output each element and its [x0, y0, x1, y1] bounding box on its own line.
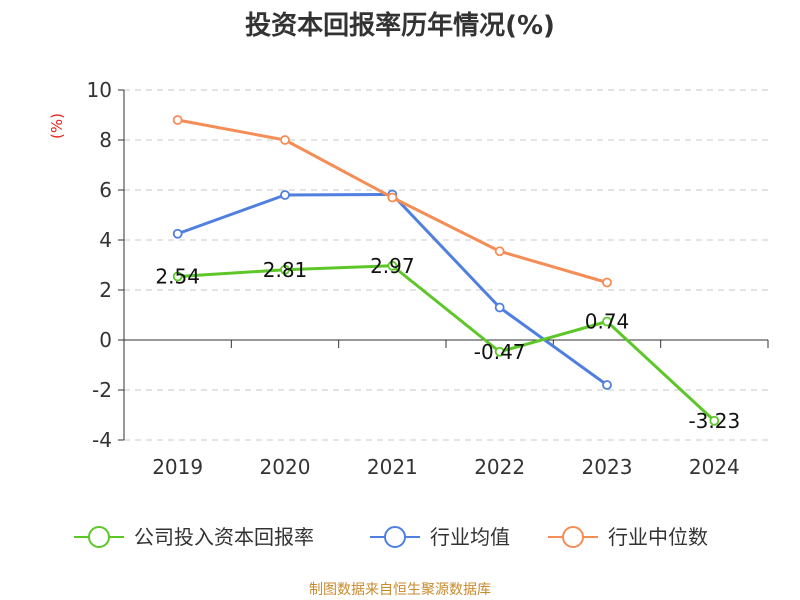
data-point: [387, 192, 398, 203]
data-point: [494, 246, 505, 257]
x-tick-labels: 2019 2020 2021 2022 2023 2024: [152, 455, 740, 479]
data-point: [709, 415, 720, 426]
data-label: 2.54: [155, 265, 200, 289]
y-tick-label: 10: [87, 78, 112, 102]
axes: [118, 89, 769, 441]
x-tick-label: 2021: [367, 455, 418, 479]
data-label: -0.47: [474, 340, 526, 364]
data-point: [172, 271, 183, 282]
data-point: [280, 135, 290, 145]
data-point: [387, 260, 398, 271]
data-label: 2.81: [263, 258, 308, 282]
y-tick-label: -2: [92, 378, 112, 402]
y-tick-label: -4: [92, 428, 112, 452]
y-axis-unit-label: (%): [48, 113, 66, 139]
chart-title: 投资本回报率历年情况(%): [245, 10, 555, 41]
data-label: -3.23: [688, 409, 740, 433]
data-point: [280, 190, 290, 200]
legend-marker: [88, 526, 110, 548]
source-note: 制图数据来自恒生聚源数据库: [309, 582, 491, 598]
data-point: [602, 316, 612, 327]
x-tick-label: 2024: [689, 455, 740, 479]
data-label: 2.97: [370, 254, 415, 278]
x-tick-label: 2023: [582, 455, 633, 479]
y-tick-label: 2: [99, 278, 112, 302]
x-tick-label: 2020: [260, 455, 311, 479]
legend-marker: [562, 526, 584, 548]
grid-lines: [124, 89, 768, 441]
legend-label: 公司投入资本回报率: [134, 525, 314, 549]
y-tick-label: 4: [99, 228, 112, 252]
data-point: [602, 277, 612, 288]
x-tick-label: 2019: [152, 455, 203, 479]
y-tick-labels: -4 -2 0 2 4 6 8 10: [87, 78, 112, 452]
series-line: [177, 264, 716, 422]
y-tick-label: 0: [99, 328, 112, 352]
y-tick-label: 8: [99, 128, 112, 152]
data-labels: 2.54 2.81 2.97 -0.47 0.74 -3.23: [155, 254, 740, 433]
x-tick-label: 2022: [474, 455, 525, 479]
legend-marker: [384, 526, 406, 548]
data-point: [494, 302, 505, 313]
legend-label: 行业均值: [430, 525, 510, 549]
legend-label: 行业中位数: [608, 525, 708, 549]
data-point: [280, 264, 290, 275]
data-label: 0.74: [585, 310, 630, 334]
data-point: [494, 346, 505, 357]
series-lines: [172, 115, 720, 426]
data-point: [172, 228, 183, 239]
data-point: [602, 380, 612, 390]
legend: 公司投入资本回报率 行业均值 行业中位数: [74, 525, 708, 549]
data-point: [172, 115, 183, 125]
y-tick-label: 6: [99, 178, 112, 202]
